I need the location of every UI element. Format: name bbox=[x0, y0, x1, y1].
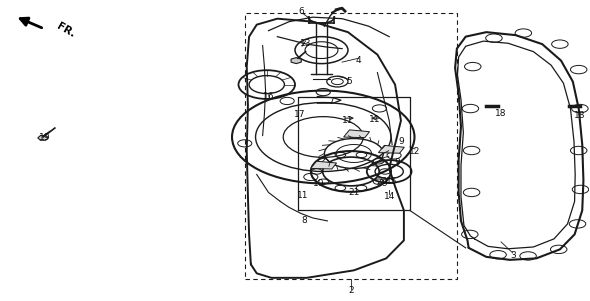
Text: 12: 12 bbox=[409, 147, 421, 156]
Polygon shape bbox=[291, 57, 301, 64]
Polygon shape bbox=[343, 130, 369, 138]
Text: 9: 9 bbox=[395, 158, 400, 167]
Text: 6: 6 bbox=[298, 7, 304, 16]
Text: 7: 7 bbox=[328, 97, 334, 106]
Text: 13: 13 bbox=[300, 39, 312, 48]
Text: 10: 10 bbox=[313, 179, 325, 188]
Text: 3: 3 bbox=[510, 251, 516, 260]
Polygon shape bbox=[378, 145, 404, 153]
Text: 11: 11 bbox=[369, 116, 381, 124]
Polygon shape bbox=[311, 161, 336, 169]
Text: 14: 14 bbox=[384, 191, 395, 200]
Text: 16: 16 bbox=[263, 92, 275, 101]
Text: 9: 9 bbox=[398, 137, 404, 146]
Text: 8: 8 bbox=[301, 216, 307, 225]
Text: 19: 19 bbox=[38, 132, 50, 141]
Text: 15: 15 bbox=[386, 178, 398, 186]
Text: 9: 9 bbox=[382, 179, 388, 188]
Text: 5: 5 bbox=[346, 77, 352, 86]
Text: 2: 2 bbox=[348, 286, 354, 295]
Text: 4: 4 bbox=[356, 56, 362, 65]
Text: 18: 18 bbox=[574, 111, 586, 119]
Text: 11: 11 bbox=[297, 191, 309, 200]
Text: FR.: FR. bbox=[55, 21, 77, 40]
Text: 18: 18 bbox=[495, 109, 507, 118]
Text: 17: 17 bbox=[294, 110, 306, 119]
Polygon shape bbox=[38, 135, 48, 140]
Text: 11: 11 bbox=[342, 116, 354, 125]
Text: 21: 21 bbox=[348, 188, 359, 197]
Text: 20: 20 bbox=[376, 178, 388, 186]
